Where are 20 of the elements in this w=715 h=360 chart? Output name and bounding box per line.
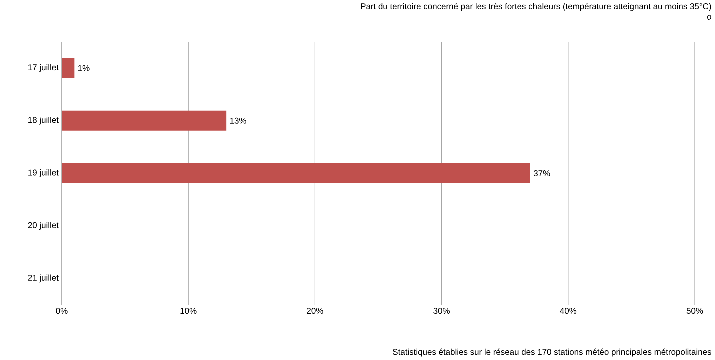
x-tick-label: 40% xyxy=(560,308,577,314)
bar xyxy=(62,58,75,78)
y-tick-label: 18 juillet xyxy=(28,116,59,125)
data-label: 37% xyxy=(534,170,550,176)
data-label: 1% xyxy=(78,65,90,72)
y-tick-label: 17 juillet xyxy=(28,64,59,72)
text: Statistiques établies sur le réseau des 170 stations météo principales métropolitaines xyxy=(393,348,712,357)
x-tick-label: 20% xyxy=(307,308,324,314)
x-tick-label: 50% xyxy=(686,308,704,314)
x-tick-label: 0% xyxy=(56,308,68,314)
bar xyxy=(62,110,227,131)
x-tick-label: 10% xyxy=(180,308,197,314)
y-tick-label: 19 juillet xyxy=(28,170,59,178)
chart-title: Part du territoire concerné par les très fortes chaleurs (température atteignant au moins 35°C) xyxy=(361,3,712,12)
bar xyxy=(62,164,530,184)
chart-subtitle: o xyxy=(707,15,712,20)
y-tick-label: 20 juillet xyxy=(28,222,59,230)
data-label: 13% xyxy=(230,118,246,124)
x-tick-label: 30% xyxy=(434,308,450,314)
y-tick-label: 21 juillet xyxy=(28,274,59,283)
